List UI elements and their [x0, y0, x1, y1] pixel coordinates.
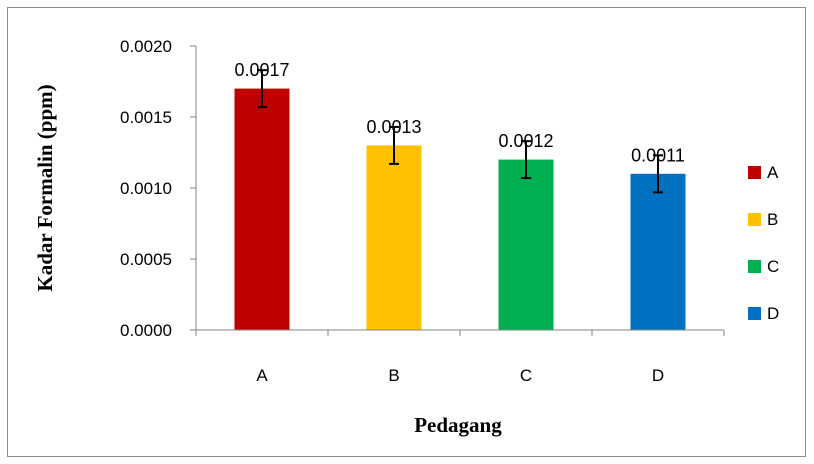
y-axis-title: Kadar Formalin (ppm)	[33, 84, 57, 291]
x-axis: A B C D	[195, 329, 725, 385]
legend-swatch-a	[748, 166, 761, 179]
legend-label-c: C	[767, 257, 779, 276]
legend: A B C D	[748, 163, 779, 323]
y-tick-label: 0.0020	[120, 37, 172, 56]
y-tick-label: 0.0010	[120, 179, 172, 198]
y-axis-ticks: 0.0000 0.0005 0.0010 0.0015 0.0020	[120, 37, 197, 340]
y-tick-label: 0.0015	[120, 108, 172, 127]
x-tick-label: D	[652, 366, 664, 385]
bar-a	[234, 88, 290, 330]
legend-swatch-c	[748, 260, 761, 273]
bars: 0.0017 0.0013 0.0012 0.0011	[234, 60, 686, 330]
data-label-d: 0.0011	[631, 145, 685, 165]
x-tick-label: B	[388, 366, 399, 385]
bar-c	[498, 159, 554, 330]
x-tick-label: A	[256, 366, 268, 385]
bar-b	[366, 145, 422, 330]
data-label-a: 0.0017	[234, 60, 289, 80]
bar-d	[630, 173, 686, 330]
legend-label-a: A	[767, 163, 779, 182]
legend-label-d: D	[767, 304, 779, 323]
x-tick-label: C	[520, 366, 532, 385]
legend-swatch-d	[748, 307, 761, 320]
legend-swatch-b	[748, 213, 761, 226]
legend-label-b: B	[767, 210, 778, 229]
data-label-c: 0.0012	[498, 131, 553, 151]
y-tick-label: 0.0005	[120, 250, 172, 269]
x-axis-title: Pedagang	[414, 413, 502, 437]
y-tick-label: 0.0000	[120, 321, 172, 340]
data-label-b: 0.0013	[366, 117, 421, 137]
